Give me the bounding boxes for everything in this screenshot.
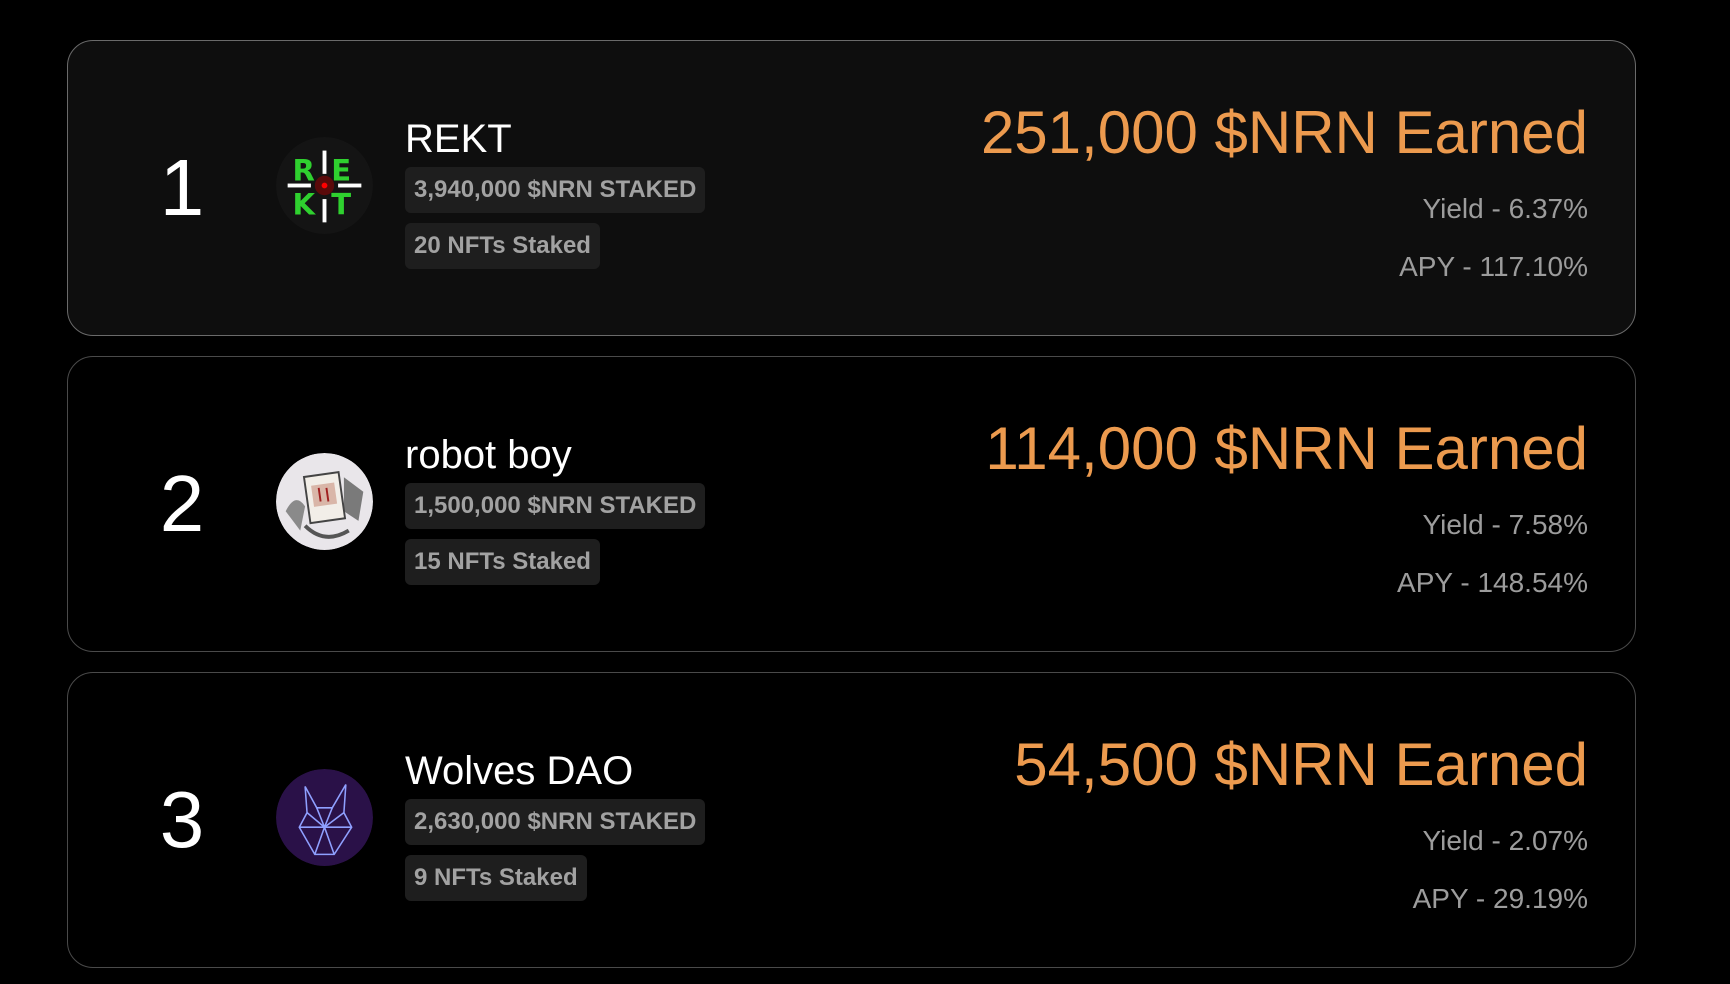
svg-text:K: K [292,188,316,222]
earned-amount: 251,000 $NRN Earned [980,99,1588,166]
staked-badge: 1,500,000 $NRN STAKED [405,483,706,529]
leaderboard-card-2[interactable]: 2 robot boy 1,500,000 $NRN STAKED 15 NFT… [67,356,1636,652]
svg-text:R: R [292,154,314,188]
svg-text:T: T [331,188,351,222]
earned-amount: 54,500 $NRN Earned [1014,731,1588,798]
rekt-logo-avatar: R E K T [276,137,373,234]
team-name[interactable]: Wolves DAO [405,749,634,793]
apy-value: APY - 117.10% [1399,251,1588,282]
yield-value: Yield - 2.07% [1422,825,1589,856]
yield-value: Yield - 7.58% [1422,509,1589,540]
leaderboard-card-3[interactable]: 3 Wolves DAO 2,630,000 $NRN STAKED 9 NFT… [67,672,1636,968]
staked-badge: 2,630,000 $NRN STAKED [405,799,706,845]
robot-boy-avatar [276,453,373,550]
yield-value: Yield - 6.37% [1422,193,1589,224]
svg-text:E: E [331,154,351,188]
nfts-staked-badge: 9 NFTs Staked [405,855,587,901]
apy-value: APY - 148.54% [1397,567,1588,598]
leaderboard-card-1[interactable]: 1 R E K T REKT 3,940,000 $NRN STAKED 20 … [67,40,1636,336]
nfts-staked-badge: 20 NFTs Staked [405,223,600,269]
nfts-staked-badge: 15 NFTs Staked [405,539,600,585]
apy-value: APY - 29.19% [1412,883,1588,914]
team-name[interactable]: REKT [405,117,512,161]
staked-badge: 3,940,000 $NRN STAKED [405,167,706,213]
wolf-logo-avatar [276,769,373,866]
earned-amount: 114,000 $NRN Earned [985,415,1588,482]
team-name[interactable]: robot boy [405,433,572,477]
